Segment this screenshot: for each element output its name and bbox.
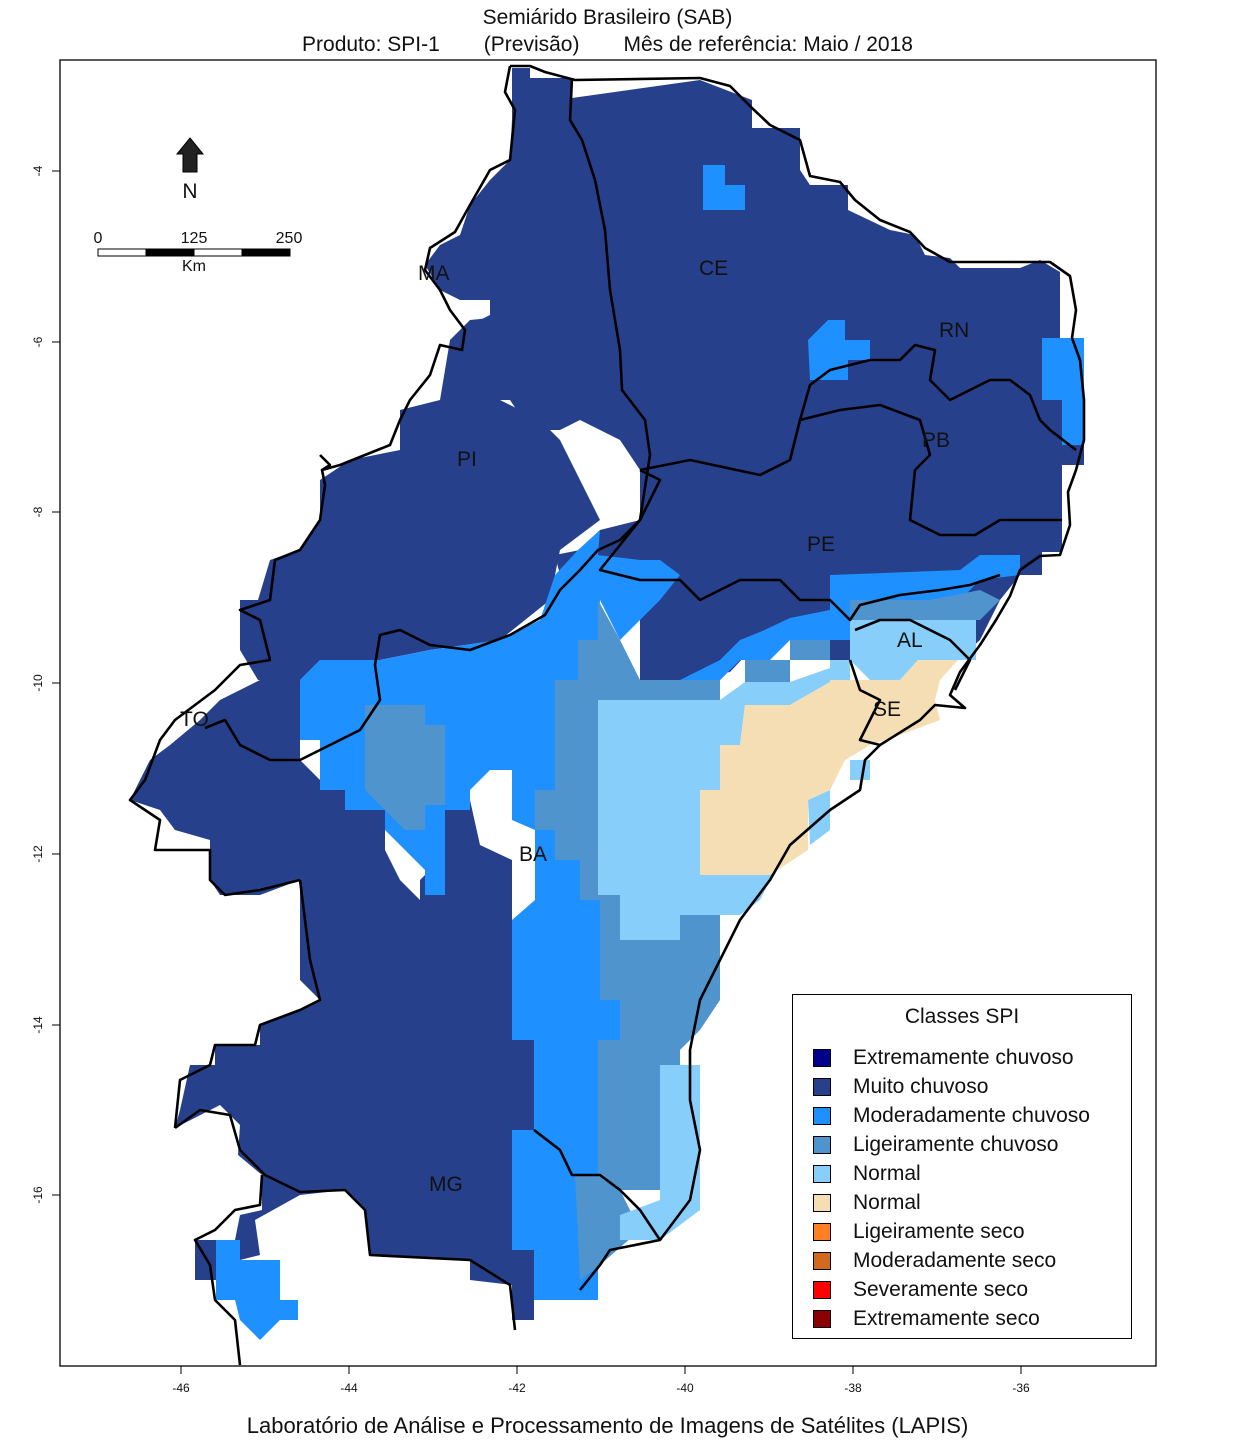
legend-swatch (813, 1251, 831, 1270)
legend-label: Normal (853, 1190, 921, 1214)
state-label-al: AL (897, 629, 923, 652)
state-label-pe: PE (807, 533, 835, 556)
state-label-to: TO (180, 708, 209, 731)
y-tick-label: -10 (31, 674, 45, 692)
legend-label: Moderadamente chuvoso (853, 1103, 1090, 1127)
map-title: Semiárido Brasileiro (SAB) (482, 6, 733, 29)
spi-region-normal-wheat (700, 660, 958, 875)
legend-item: Normal (793, 1188, 1131, 1217)
scale-bar: 0 125 250 Km (94, 230, 303, 275)
state-labels: MA CE RN PB PI PE AL SE TO BA MG (180, 257, 969, 1196)
state-label-mg: MG (429, 1173, 463, 1196)
footer-credit: Laboratório de Análise e Processamento d… (246, 1413, 969, 1438)
x-tick-labels: -46 -44 -42 -40 -38 -36 (172, 1381, 1030, 1395)
legend-swatch (813, 1077, 831, 1096)
legend-swatch (813, 1106, 831, 1125)
legend-swatch (813, 1164, 831, 1183)
y-axis (52, 170, 60, 1196)
legend: Classes SPI Extremamente chuvoso Muito ch… (792, 994, 1132, 1339)
legend-item: Moderadamente chuvoso (793, 1101, 1131, 1130)
legend-item: Muito chuvoso (793, 1072, 1131, 1101)
product-label: Produto: SPI-1 (302, 33, 440, 56)
legend-swatch (813, 1048, 831, 1067)
x-tick-label: -44 (340, 1381, 358, 1395)
state-label-ba: BA (519, 843, 547, 866)
spi-region-moderadamente-chuvoso (216, 165, 1084, 1340)
x-tick-label: -40 (676, 1381, 694, 1395)
spi-region-muito-chuvoso (130, 68, 1084, 1320)
y-tick-label: -8 (31, 506, 45, 517)
forecast-label: (Previsão) (483, 33, 580, 56)
legend-item: Moderadamente seco (793, 1246, 1131, 1275)
scale-tick-125: 125 (181, 230, 208, 247)
state-boundaries (128, 64, 1086, 1366)
scale-unit: Km (182, 258, 206, 275)
legend-swatch (813, 1280, 831, 1299)
y-tick-label: -16 (31, 1186, 45, 1204)
state-label-ma: MA (418, 262, 450, 285)
plot-frame (59, 59, 1157, 1367)
legend-item: Ligeiramente chuvoso (793, 1130, 1131, 1159)
scale-tick-0: 0 (94, 230, 103, 247)
y-tick-label: -4 (31, 165, 45, 176)
y-tick-label: -14 (31, 1016, 45, 1034)
legend-item: Normal (793, 1159, 1131, 1188)
x-axis (180, 1366, 1022, 1374)
legend-swatch (813, 1193, 831, 1212)
state-label-se: SE (873, 698, 901, 721)
legend-label: Ligeiramente chuvoso (853, 1132, 1059, 1156)
x-tick-label: -36 (1012, 1381, 1030, 1395)
legend-swatch (813, 1222, 831, 1241)
map-canvas: MA CE RN PB PI PE AL SE TO BA MG -4 -6 -… (31, 59, 1157, 1395)
legend-label: Extremamente seco (853, 1306, 1040, 1330)
legend-label: Muito chuvoso (853, 1074, 989, 1098)
legend-label: Normal (853, 1161, 921, 1185)
legend-swatch (813, 1309, 831, 1328)
state-label-rn: RN (939, 319, 969, 342)
state-label-ce: CE (699, 257, 728, 280)
legend-list: Extremamente chuvoso Muito chuvoso Moderad… (793, 1043, 1131, 1333)
north-label: N (182, 180, 197, 203)
legend-label: Moderadamente seco (853, 1248, 1057, 1272)
legend-item: Ligeiramente seco (793, 1217, 1131, 1246)
state-label-pb: PB (922, 429, 950, 452)
legend-item: Severamente seco (793, 1275, 1131, 1304)
y-tick-label: -6 (31, 336, 45, 347)
legend-item: Extremamente chuvoso (793, 1043, 1131, 1072)
legend-label: Severamente seco (853, 1277, 1029, 1301)
map-subtitle: Produto: SPI-1 (Previsão) Mês de referênci… (0, 33, 1215, 57)
legend-item: Extremamente seco (793, 1304, 1131, 1333)
spi-region-normal-blue (598, 620, 976, 1240)
scale-tick-250: 250 (276, 230, 303, 247)
state-label-pi: PI (457, 448, 477, 471)
x-tick-label: -42 (508, 1381, 526, 1395)
legend-swatch (813, 1135, 831, 1154)
y-tick-label: -12 (31, 845, 45, 863)
x-tick-label: -38 (844, 1381, 862, 1395)
north-arrow-icon: N (175, 137, 205, 203)
legend-label: Ligeiramente seco (853, 1219, 1025, 1243)
x-tick-label: -46 (172, 1381, 190, 1395)
legend-title: Classes SPI (904, 1005, 1020, 1028)
y-tick-labels: -4 -6 -8 -10 -12 -14 -16 (31, 165, 45, 1203)
legend-label: Extremamente chuvoso (853, 1045, 1074, 1069)
reference-month: Mês de referência: Maio / 2018 (623, 33, 913, 56)
